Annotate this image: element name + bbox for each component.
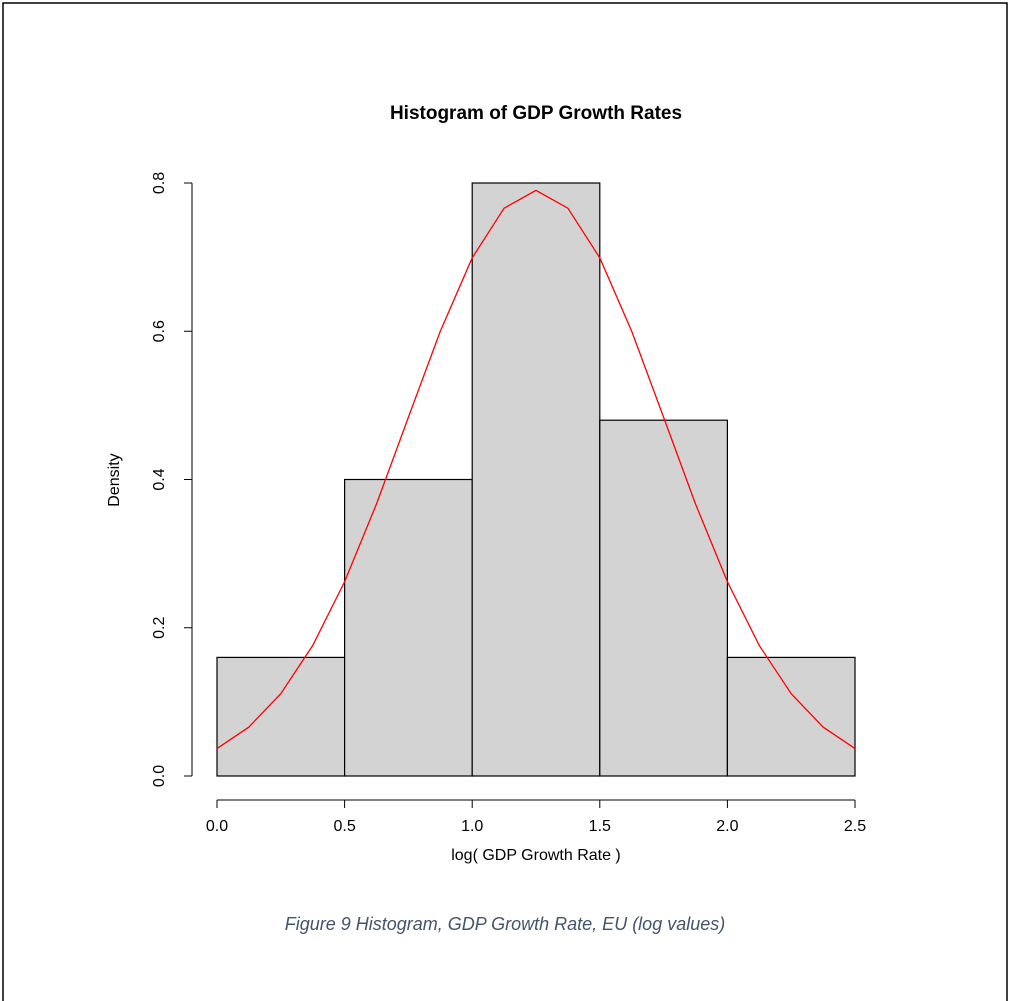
y-tick-label: 0.4 <box>151 468 168 490</box>
y-tick-label: 0.0 <box>151 765 168 787</box>
chart-title: Histogram of GDP Growth Rates <box>390 103 682 124</box>
x-axis-label: log( GDP Growth Rate ) <box>451 847 621 864</box>
x-tick-label: 0.5 <box>333 818 355 835</box>
x-tick-label: 1.0 <box>461 818 483 835</box>
figure-caption: Figure 9 Histogram, GDP Growth Rate, EU … <box>285 914 725 934</box>
histogram-bar <box>344 478 473 777</box>
x-tick-label: 2.5 <box>844 818 866 835</box>
density-curve <box>216 189 856 750</box>
y-tick-label: 0.8 <box>151 172 168 194</box>
y-tick-label: 0.6 <box>151 320 168 342</box>
x-tick-label: 0.0 <box>206 818 228 835</box>
x-tick-label: 2.0 <box>716 818 738 835</box>
histogram-bar <box>726 656 856 777</box>
y-tick-label: 0.2 <box>151 617 168 639</box>
y-axis-label: Density <box>106 453 123 506</box>
histogram-bar <box>471 182 601 777</box>
histogram-bar <box>599 419 728 777</box>
histogram-bar <box>216 656 346 777</box>
x-tick-label: 1.5 <box>589 818 611 835</box>
